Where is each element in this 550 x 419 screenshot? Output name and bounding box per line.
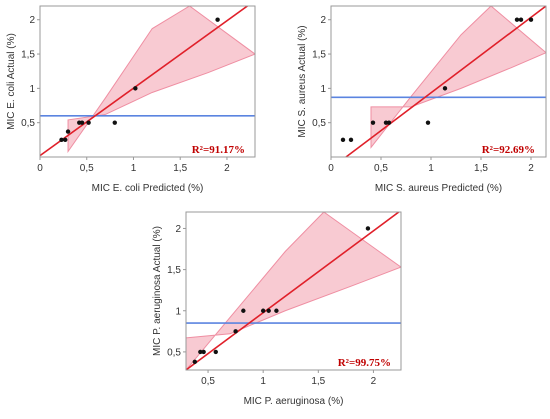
x-tick-label: 0,5 <box>80 163 94 174</box>
x-tick-label: 1,5 <box>474 163 488 174</box>
x-axis-label: MIC P. aeruginosa (%) <box>244 396 344 407</box>
plot-frame <box>39 5 256 158</box>
data-point <box>365 226 371 231</box>
data-point <box>386 120 392 125</box>
data-point <box>241 308 246 313</box>
data-point <box>133 86 138 91</box>
data-point <box>198 349 203 355</box>
y-tick-label: 0,5 <box>312 118 326 129</box>
x-tick-label: 0 <box>328 163 334 174</box>
r2-annotation: R²=99.75% <box>338 357 391 369</box>
y-tick-label: 2 <box>175 224 181 235</box>
x-axis-label: MIC E. coli Predicted (%) <box>92 183 204 194</box>
plot-area <box>186 212 401 370</box>
x-tick-label: 1,5 <box>311 376 325 387</box>
y-tick-label: 1 <box>320 84 326 95</box>
x-tick-label: 0,5 <box>374 163 388 174</box>
x-tick-label: 1 <box>260 376 266 387</box>
y-tick-label: 1,5 <box>167 265 181 276</box>
y-tick-label: 2 <box>320 15 326 26</box>
data-point <box>266 308 271 313</box>
confidence-band <box>370 6 546 149</box>
x-tick-label: 1 <box>428 163 434 174</box>
r2-annotation: R²=91.17% <box>192 144 245 156</box>
chart-coli: 0 0,5 1 1,5 2 0,5 1 1,5 2 MIC E. coli Predicted (… <box>6 5 256 194</box>
data-point <box>233 329 238 334</box>
confidence-band <box>67 6 255 154</box>
data-point <box>192 359 198 364</box>
data-point <box>86 120 91 125</box>
r2-annotation: R²=92.69% <box>482 144 535 156</box>
data-point <box>213 349 218 355</box>
x-tick-label: 0 <box>37 163 43 174</box>
y-axis-label: MIC E. coli Actual (%) <box>6 33 17 130</box>
plot-area <box>331 6 546 157</box>
data-point <box>348 137 354 143</box>
data-point <box>65 129 71 134</box>
data-point <box>518 17 524 22</box>
chart-aeruginosa: 0,5 1 1,5 2 0,5 1 1,5 2 MIC P. aeruginosa (%) MIC… <box>152 211 402 407</box>
data-point <box>59 137 64 143</box>
data-point <box>340 137 346 143</box>
data-point <box>274 308 279 313</box>
data-point <box>260 308 266 313</box>
x-tick-label: 1,5 <box>173 163 187 174</box>
x-tick-label: 0,5 <box>201 376 215 387</box>
fit-line <box>345 6 546 157</box>
data-point <box>112 120 117 125</box>
plot-frame <box>330 5 547 158</box>
y-tick-label: 2 <box>29 15 35 26</box>
x-tick-label: 2 <box>224 163 230 174</box>
fit-line <box>40 6 249 157</box>
data-point <box>201 349 206 355</box>
data-point <box>442 86 448 91</box>
y-tick-label: 0,5 <box>167 347 181 358</box>
data-point <box>79 120 85 125</box>
y-tick-label: 1,5 <box>312 50 326 61</box>
x-tick-label: 1 <box>131 163 137 174</box>
data-point <box>528 17 534 22</box>
y-axis-label: MIC P. aeruginosa Actual (%) <box>152 226 163 356</box>
data-point <box>370 120 376 125</box>
data-point <box>63 137 68 143</box>
y-axis-label: MIC S. aureus Actual (%) <box>297 25 308 137</box>
data-point <box>425 120 431 125</box>
plot-area <box>40 6 255 157</box>
y-tick-label: 0,5 <box>21 118 35 129</box>
x-tick-label: 2 <box>371 376 377 387</box>
fit-line <box>186 212 401 370</box>
y-tick-label: 1 <box>175 306 181 317</box>
x-axis-label: MIC S. aureus Predicted (%) <box>375 183 502 194</box>
chart-aureus: 0 0,5 1 1,5 2 0,5 1 1,5 2 MIC S. aureus Predicted… <box>297 5 547 194</box>
plot-frame <box>185 211 402 371</box>
y-tick-label: 1 <box>29 84 35 95</box>
data-point <box>514 17 520 22</box>
data-point <box>215 17 220 22</box>
y-tick-label: 1,5 <box>21 50 35 61</box>
x-tick-label: 2 <box>528 163 534 174</box>
